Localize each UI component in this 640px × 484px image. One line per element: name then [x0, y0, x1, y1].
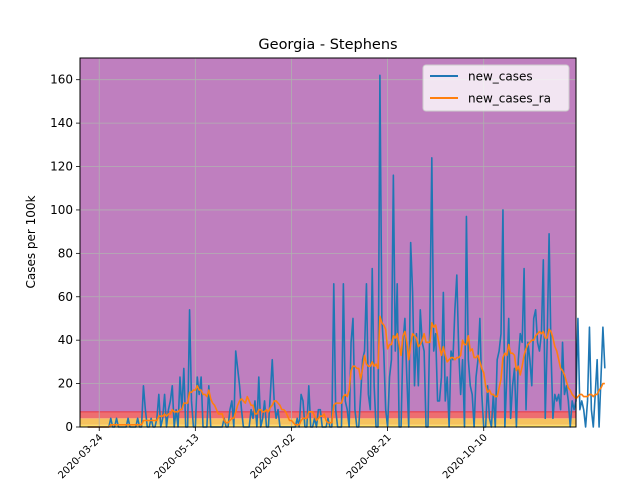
- band-3: [80, 58, 576, 412]
- x-tick-label: 2020-08-21: [345, 432, 394, 480]
- x-axis-ticks: 2020-03-24 2020-05-13 2020-07-02 2020-08-21…: [56, 427, 490, 481]
- legend: new_cases new_cases_ra: [422, 64, 570, 112]
- y-tick-label: 40: [58, 333, 73, 347]
- background-bands: [80, 58, 576, 427]
- y-axis-label: Cases per 100k: [24, 195, 38, 288]
- legend-label-new-cases: new_cases: [468, 70, 533, 84]
- series-lines: [87, 74, 606, 428]
- chart-title: Georgia - Stephens: [258, 37, 397, 53]
- y-tick-label: 160: [50, 73, 73, 87]
- x-tick-label: 2020-05-13: [153, 432, 202, 480]
- y-tick-label: 140: [50, 116, 73, 130]
- band-0: [80, 424, 576, 427]
- axes-frame: [79, 57, 577, 428]
- x-tick-label: 2020-10-10: [441, 432, 490, 480]
- y-tick-label: 80: [58, 246, 73, 260]
- series-line-new-cases: [87, 74, 606, 428]
- y-tick-label: 20: [58, 377, 73, 391]
- x-tick-label: 2020-07-02: [249, 432, 298, 480]
- y-axis-ticks: 0 20 40 60 80 100 120 140 160: [50, 73, 80, 434]
- y-tick-label: 0: [65, 420, 73, 434]
- band-2: [80, 411, 576, 419]
- y-tick-label: 100: [50, 203, 73, 217]
- legend-label-new-cases-ra: new_cases_ra: [468, 92, 551, 106]
- y-tick-label: 120: [50, 160, 73, 174]
- legend-box: [422, 64, 570, 112]
- x-tick-label: 2020-03-24: [56, 432, 105, 480]
- series-line-new-cases-ra: [87, 315, 605, 428]
- y-tick-label: 60: [58, 290, 73, 304]
